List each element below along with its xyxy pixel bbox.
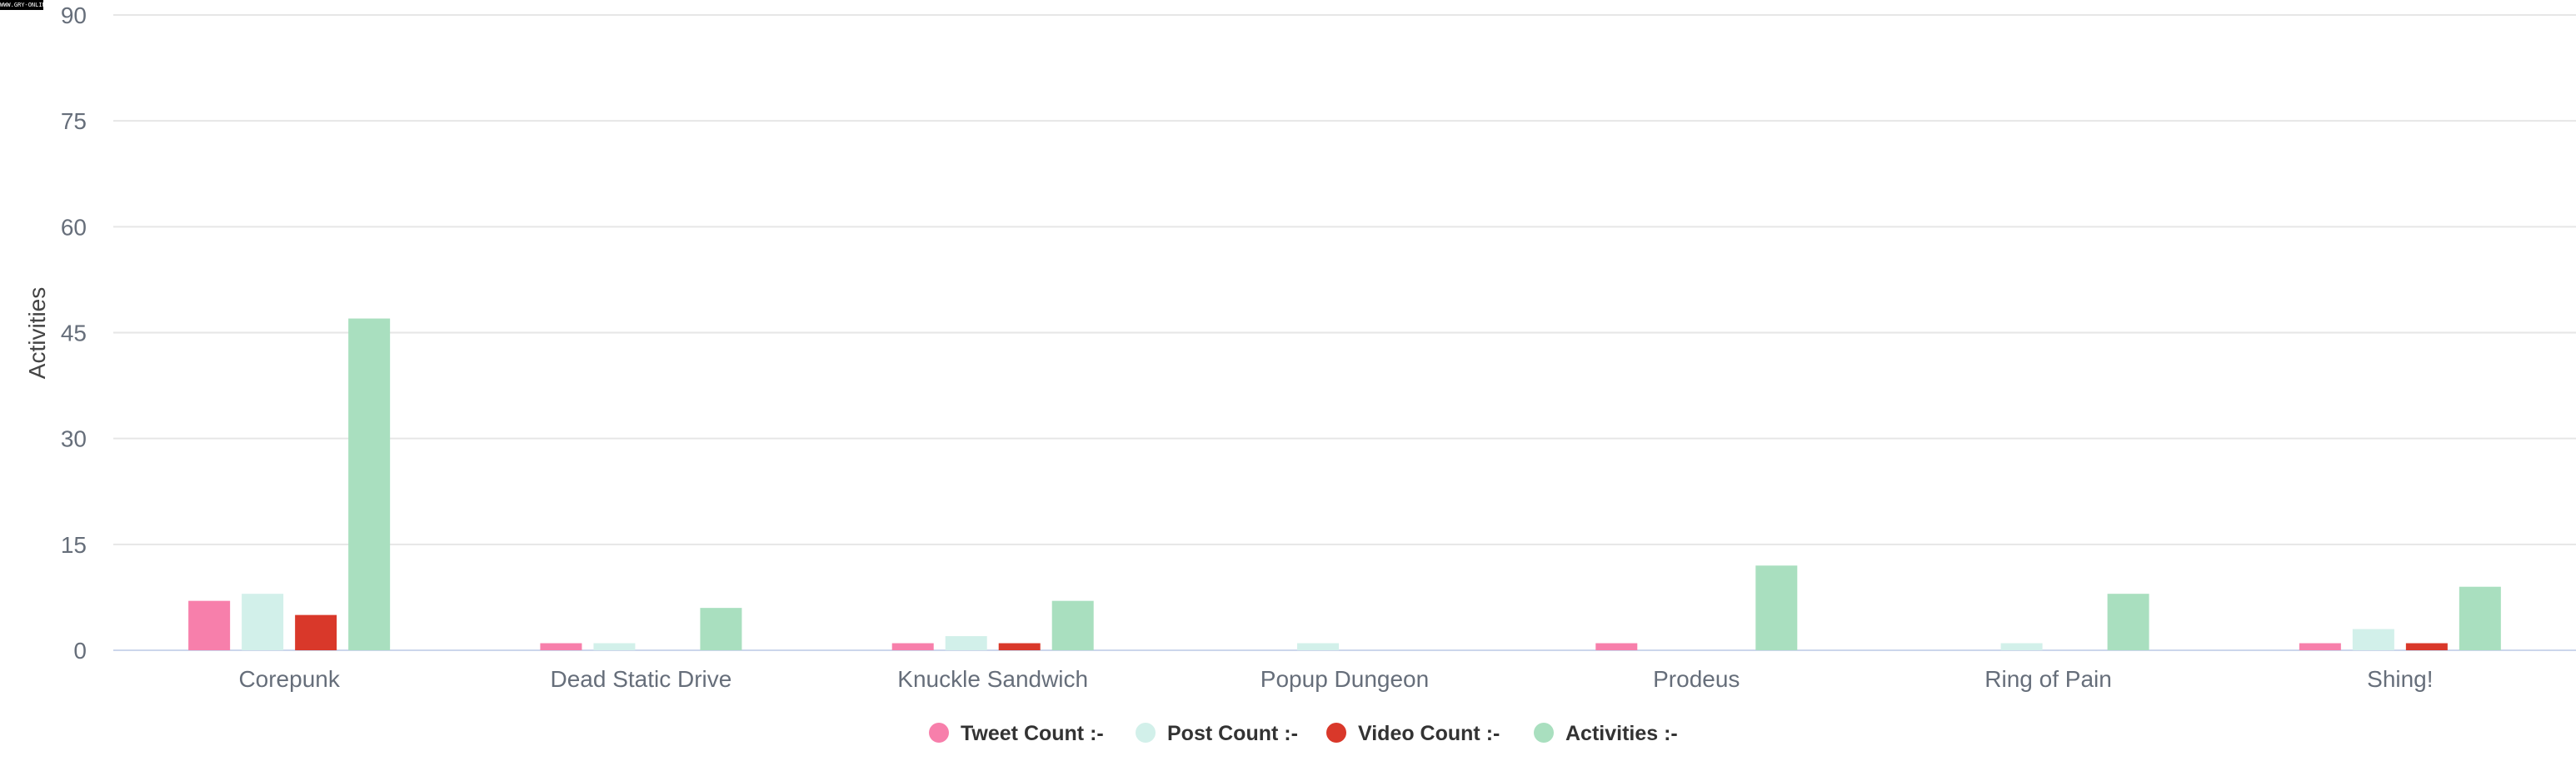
bar[interactable]	[700, 608, 742, 650]
bars	[188, 318, 2501, 650]
watermark: WWW.GRY-ONLINE.PL	[0, 0, 43, 10]
bar[interactable]	[348, 318, 391, 650]
bar[interactable]	[2107, 594, 2149, 650]
legend-label: Activities :-	[1565, 722, 1678, 745]
bar[interactable]	[295, 614, 337, 650]
x-tick-label: Ring of Pain	[1984, 666, 2112, 692]
y-tick-label: 90	[61, 2, 87, 28]
y-tick-label: 15	[61, 532, 87, 558]
bar[interactable]	[2405, 643, 2448, 650]
grid-lines	[113, 14, 2576, 651]
x-tick-label: Popup Dungeon	[1261, 666, 1429, 692]
bar[interactable]	[1297, 643, 1339, 650]
legend-item[interactable]: Tweet Count :-	[929, 722, 1104, 745]
bar[interactable]	[540, 643, 582, 650]
bar[interactable]	[593, 643, 636, 650]
legend-marker	[929, 723, 949, 743]
y-axis-title: Activities	[24, 287, 50, 379]
y-tick-label: 0	[73, 638, 87, 664]
bar[interactable]	[188, 600, 231, 650]
y-tick-label: 30	[61, 426, 87, 452]
x-tick-label: Dead Static Drive	[550, 666, 731, 692]
legend-item[interactable]: Activities :-	[1534, 722, 1678, 745]
legend-marker	[1136, 723, 1156, 743]
legend-label: Tweet Count :-	[961, 722, 1104, 745]
x-axis-ticks: Corepunk Dead Static Drive Knuckle Sandwic…	[238, 666, 2433, 692]
bar[interactable]	[945, 636, 987, 650]
y-axis-ticks: 0 15 30 45 60 75 90	[61, 2, 87, 664]
bar[interactable]	[1051, 600, 1094, 650]
legend[interactable]: Tweet Count :- Post Count :- Video Count :…	[929, 722, 1678, 745]
legend-label: Video Count :-	[1358, 722, 1500, 745]
bar[interactable]	[2352, 629, 2394, 650]
bar[interactable]	[2459, 586, 2501, 650]
x-tick-label: Prodeus	[1653, 666, 1740, 692]
legend-item[interactable]: Video Count :-	[1326, 722, 1500, 745]
y-tick-label: 60	[61, 214, 87, 240]
x-tick-label: Shing!	[2367, 666, 2433, 692]
y-tick-label: 75	[61, 108, 87, 134]
bar[interactable]	[1595, 643, 1638, 650]
bar[interactable]	[242, 594, 284, 650]
bar[interactable]	[891, 643, 934, 650]
legend-item[interactable]: Post Count :-	[1136, 722, 1298, 745]
x-tick-label: Corepunk	[238, 666, 340, 692]
bar[interactable]	[2299, 643, 2341, 650]
bar[interactable]	[1755, 565, 1798, 650]
bar[interactable]	[998, 643, 1041, 650]
bar[interactable]	[2000, 643, 2043, 650]
y-tick-label: 45	[61, 321, 87, 346]
legend-label: Post Count :-	[1167, 722, 1298, 745]
legend-marker	[1534, 723, 1554, 743]
legend-marker	[1326, 723, 1346, 743]
x-tick-label: Knuckle Sandwich	[897, 666, 1088, 692]
